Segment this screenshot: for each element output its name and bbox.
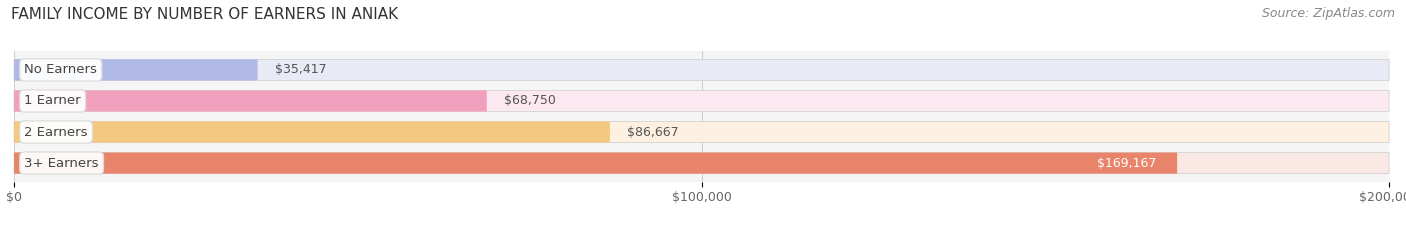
Text: 2 Earners: 2 Earners <box>24 126 87 139</box>
FancyBboxPatch shape <box>14 59 1389 80</box>
Text: $35,417: $35,417 <box>274 63 326 76</box>
FancyBboxPatch shape <box>14 90 486 112</box>
FancyBboxPatch shape <box>14 153 1389 174</box>
Text: 3+ Earners: 3+ Earners <box>24 157 98 170</box>
Text: 1 Earner: 1 Earner <box>24 94 82 107</box>
Text: FAMILY INCOME BY NUMBER OF EARNERS IN ANIAK: FAMILY INCOME BY NUMBER OF EARNERS IN AN… <box>11 7 398 22</box>
Text: Source: ZipAtlas.com: Source: ZipAtlas.com <box>1261 7 1395 20</box>
FancyBboxPatch shape <box>14 121 610 143</box>
FancyBboxPatch shape <box>14 153 1177 174</box>
FancyBboxPatch shape <box>14 59 257 80</box>
Text: $86,667: $86,667 <box>627 126 679 139</box>
FancyBboxPatch shape <box>14 90 1389 112</box>
Text: $68,750: $68,750 <box>503 94 555 107</box>
Text: No Earners: No Earners <box>24 63 97 76</box>
Text: $169,167: $169,167 <box>1097 157 1157 170</box>
FancyBboxPatch shape <box>14 121 1389 143</box>
